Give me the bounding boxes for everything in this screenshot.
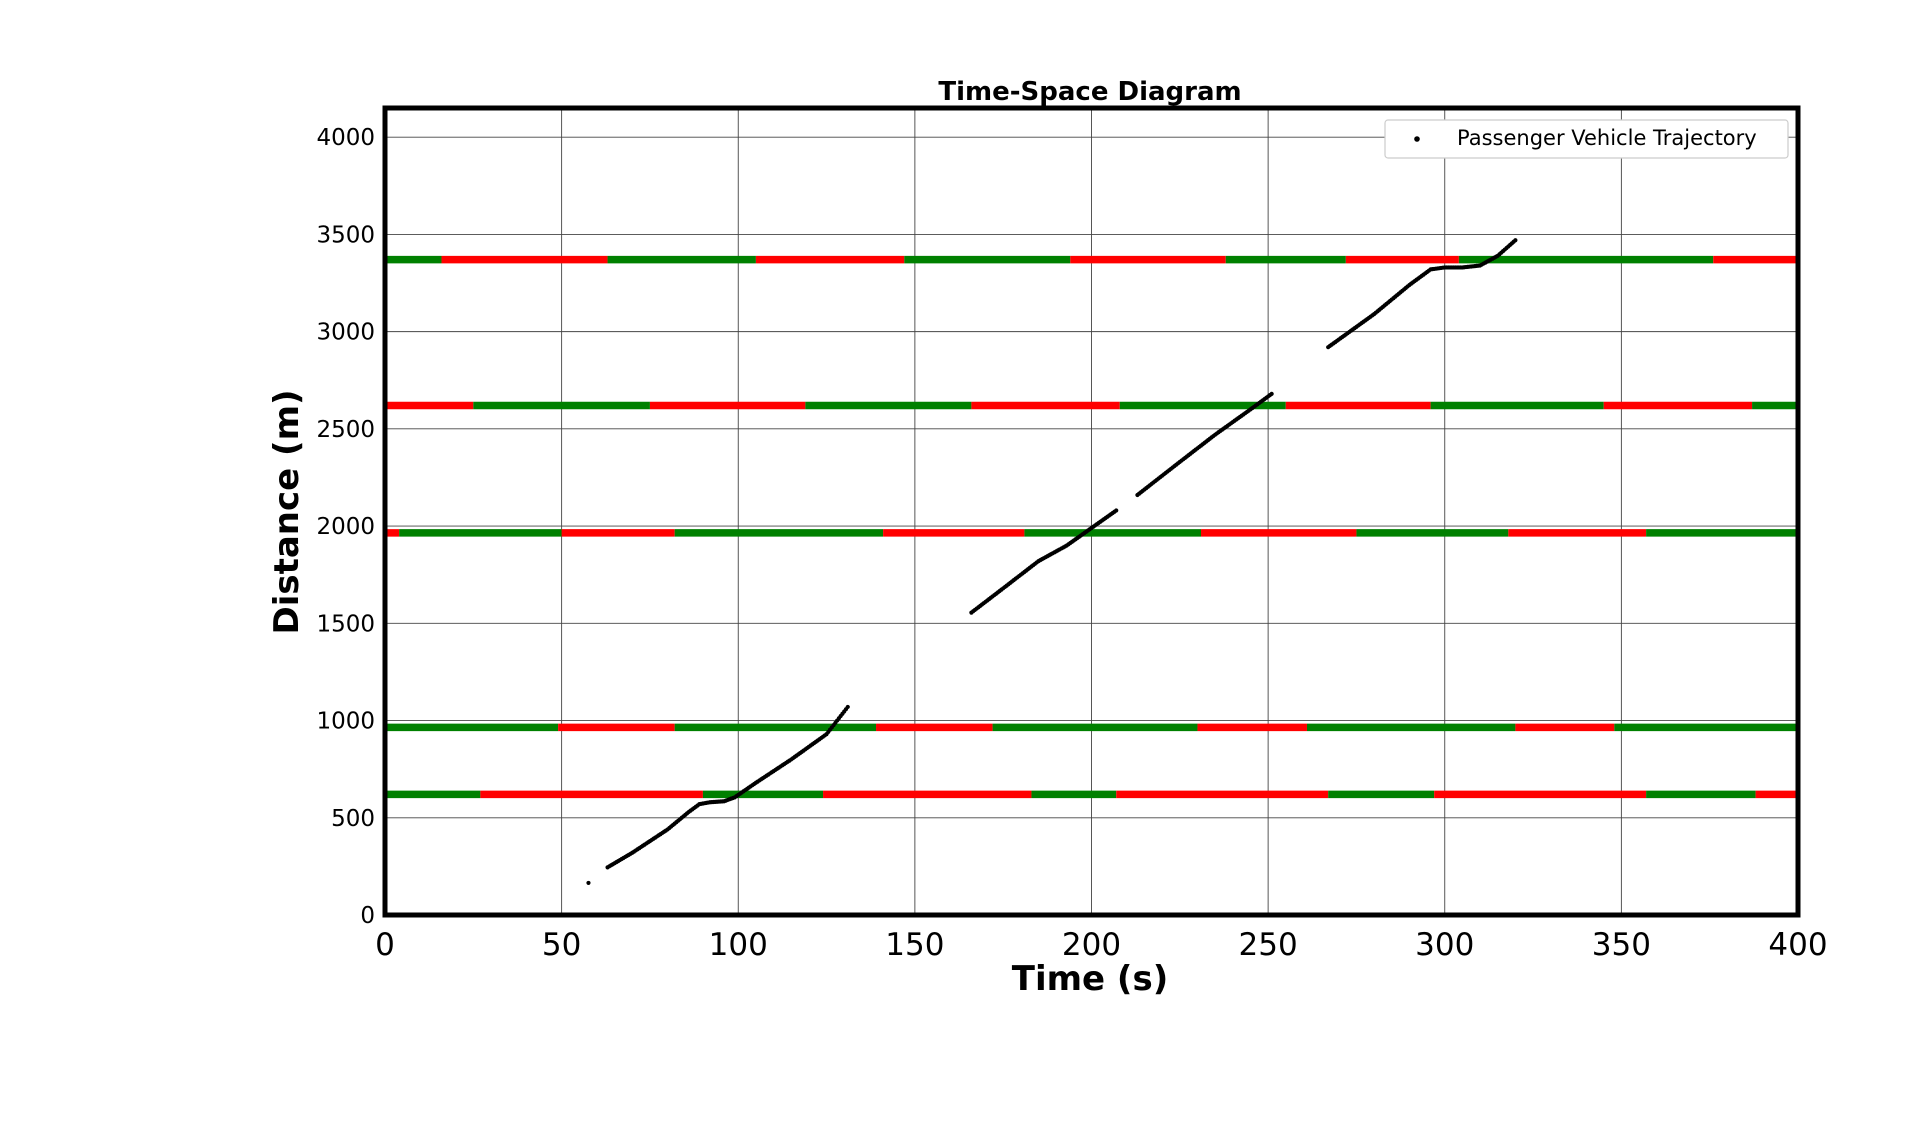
x-axis-ticks: 0 50 100 150 200 250 300 350 400 [375, 927, 1827, 963]
trajectory-point-137 [845, 704, 850, 710]
y-tick-label-8: 4000 [316, 125, 375, 151]
x-tick-label-3: 150 [885, 927, 944, 963]
x-tick-label-4: 200 [1062, 927, 1121, 963]
legend-box [1384, 119, 1789, 159]
x-tick-label-1: 50 [542, 927, 581, 963]
y-axis-label: Distance (m) [267, 389, 307, 634]
y-tick-label-1: 500 [331, 806, 375, 832]
legend-marker [1414, 136, 1420, 142]
trajectory-point-404 [1513, 238, 1518, 243]
chart-title: Time-Space Diagram [938, 77, 1241, 107]
y-tick-label-7: 3500 [316, 222, 375, 248]
legend-entry: Passenger Vehicle Trajectory [1457, 126, 1757, 150]
trajectory-point-0 [586, 880, 591, 886]
x-tick-label-7: 350 [1592, 927, 1651, 963]
x-tick-label-0: 0 [375, 927, 395, 963]
y-tick-label-5: 2500 [316, 417, 375, 443]
y-tick-label-2: 1000 [316, 709, 375, 735]
x-tick-label-2: 100 [709, 927, 768, 963]
plot-frame [382, 105, 1801, 918]
x-axis-label: Time (s) [1012, 959, 1169, 999]
x-tick-label-6: 300 [1415, 927, 1474, 963]
y-axis-ticks: 0 500 1000 1500 2000 2500 3000 3500 4000 [316, 125, 375, 929]
trajectory-point-297 [1269, 391, 1274, 396]
y-tick-label-4: 2000 [316, 514, 375, 540]
x-tick-label-8: 400 [1768, 927, 1827, 963]
y-tick-label-0: 0 [360, 903, 375, 929]
signal-phases [385, 255, 1798, 799]
y-tick-label-6: 3000 [316, 320, 375, 346]
trajectory-series [586, 238, 1518, 886]
y-tick-label-3: 1500 [316, 611, 375, 637]
x-tick-label-5: 250 [1239, 927, 1298, 963]
trajectory-point-220 [1114, 508, 1119, 513]
legend: Passenger Vehicle Trajectory [1384, 119, 1789, 159]
